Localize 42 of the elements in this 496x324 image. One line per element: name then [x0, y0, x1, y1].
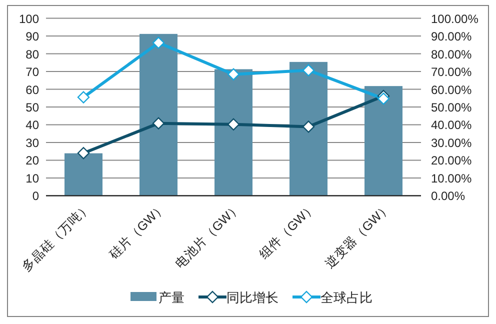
y-tick-label: 50: [26, 100, 40, 114]
point: [227, 118, 240, 130]
y2-tick-label: 70.00%: [431, 65, 472, 80]
y-tick-label: 10: [26, 171, 40, 186]
legend-label: 产量: [158, 290, 184, 305]
x-tick-label: 逆变器（GW）: [322, 200, 394, 272]
y2-tick-label: 90.00%: [431, 30, 472, 44]
y2-tick-label: 20.00%: [431, 154, 472, 168]
point: [227, 68, 240, 80]
y-tick-label: 100: [18, 12, 40, 26]
point: [302, 64, 315, 76]
legend-label: 全球占比: [320, 290, 372, 305]
point: [302, 120, 315, 133]
legend-label: 同比增长: [226, 290, 278, 305]
point: [152, 36, 165, 49]
y2-tick-label: 100.00%: [431, 12, 479, 26]
y2-tick-label: 10.00%: [431, 171, 472, 186]
bar: [140, 34, 178, 196]
point: [377, 92, 390, 105]
y-tick-label: 20: [26, 154, 40, 168]
point: [77, 91, 90, 104]
bar: [290, 62, 328, 196]
y2-tick-label: 40.00%: [431, 118, 472, 132]
y-tick-label: 90: [26, 30, 40, 44]
y2-tick-label: 0.00%: [431, 189, 466, 204]
y-tick-label: 30: [26, 136, 40, 150]
y2-tick-label: 30.00%: [431, 136, 472, 150]
y2-tick-label: 50.00%: [431, 100, 472, 114]
point: [77, 147, 90, 160]
x-tick-label: 组件（GW）: [256, 200, 319, 262]
y2-tick-label: 60.00%: [431, 82, 472, 97]
bar: [64, 153, 102, 196]
point: [152, 117, 165, 130]
y-tick-label: 70: [26, 65, 40, 80]
y-tick-label: 60: [26, 82, 40, 97]
y-tick-label: 40: [26, 118, 40, 132]
y2-tick-label: 80.00%: [431, 47, 472, 62]
y-tick-label: 80: [26, 47, 40, 62]
x-tick-label: 硅片（GW）: [106, 200, 169, 263]
bar: [364, 86, 402, 196]
bar: [214, 69, 252, 196]
x-tick-label: 电池片（GW）: [172, 200, 244, 272]
